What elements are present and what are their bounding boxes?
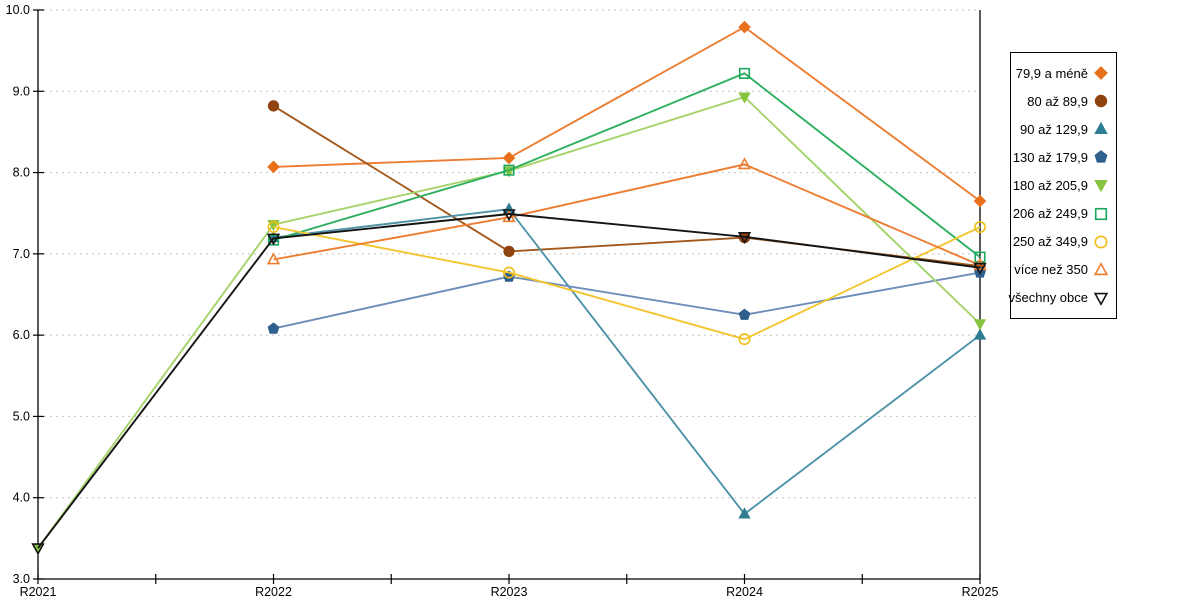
series-line-7 [273, 163, 981, 267]
series-markers-6 [267, 221, 986, 346]
diamond-marker-icon [1092, 65, 1110, 81]
y-tick-label: 10.0 [6, 3, 30, 17]
series-line-1 [273, 105, 981, 268]
x-tick-label: R2024 [726, 585, 763, 599]
legend: 79,9 a méně 80 až 89,9 90 až 129,9 130 a… [1008, 52, 1117, 319]
legend-item-5: 206 až 249,9 [1011, 203, 1116, 225]
legend-label: 79,9 a méně [1015, 65, 1088, 81]
legend-item-4: 180 až 205,9 [1011, 174, 1116, 196]
series-markers-7 [266, 157, 987, 271]
triangle-down-marker-icon [1092, 177, 1110, 193]
series-line-2 [273, 208, 981, 516]
series-markers-3 [267, 266, 986, 334]
legend-label: 206 až 249,9 [1012, 206, 1088, 222]
y-tick-label: 7.0 [13, 247, 30, 261]
legend-item-0: 79,9 a méně [1011, 62, 1116, 84]
legend-item-6: 250 až 349,9 [1011, 231, 1116, 253]
legend-item-3: 130 až 179,9 [1011, 146, 1116, 168]
y-tick-label: 3.0 [13, 572, 30, 586]
x-tick-label: R2025 [962, 585, 999, 599]
y-tick-label: 8.0 [13, 166, 30, 180]
series-markers-8 [31, 209, 987, 556]
open-square-marker-icon [1092, 206, 1110, 222]
series-line-0 [273, 25, 981, 202]
legend-label: 80 až 89,9 [1027, 93, 1088, 109]
series-markers-0 [267, 20, 987, 208]
circle-marker-icon [1092, 93, 1110, 109]
legend-label: 90 až 129,9 [1020, 121, 1088, 137]
open-circle-marker-icon [1092, 234, 1110, 250]
legend-label: 130 až 179,9 [1012, 149, 1088, 165]
series-line-8 [37, 213, 981, 549]
x-tick-label: R2022 [255, 585, 292, 599]
y-tick-label: 4.0 [13, 491, 30, 505]
x-tick-label: R2021 [20, 585, 57, 599]
series-line-3 [273, 271, 981, 330]
legend-item-1: 80 až 89,9 [1011, 90, 1116, 112]
y-tick-label: 5.0 [13, 409, 30, 423]
legend-item-7: více než 350 [1011, 259, 1116, 281]
series-markers-5 [267, 67, 986, 263]
legend-item-8: všechny obce [1008, 287, 1116, 309]
legend-label: všechny obce [1008, 290, 1089, 306]
y-tick-label: 6.0 [13, 328, 30, 342]
x-tick-label: R2023 [491, 585, 528, 599]
y-tick-label: 9.0 [13, 84, 30, 98]
triangle-up-marker-icon [1092, 121, 1110, 137]
legend-label: 180 až 205,9 [1012, 177, 1088, 193]
legend-label: více než 350 [1014, 262, 1088, 278]
series-line-6 [273, 226, 981, 341]
series-line-5 [273, 72, 981, 258]
open-triangle-down-marker-icon [1092, 290, 1110, 306]
legend-item-2: 90 až 129,9 [1011, 118, 1116, 140]
pentagon-marker-icon [1092, 149, 1110, 165]
legend-label: 250 až 349,9 [1012, 234, 1088, 250]
open-triangle-up-marker-icon [1092, 261, 1110, 278]
